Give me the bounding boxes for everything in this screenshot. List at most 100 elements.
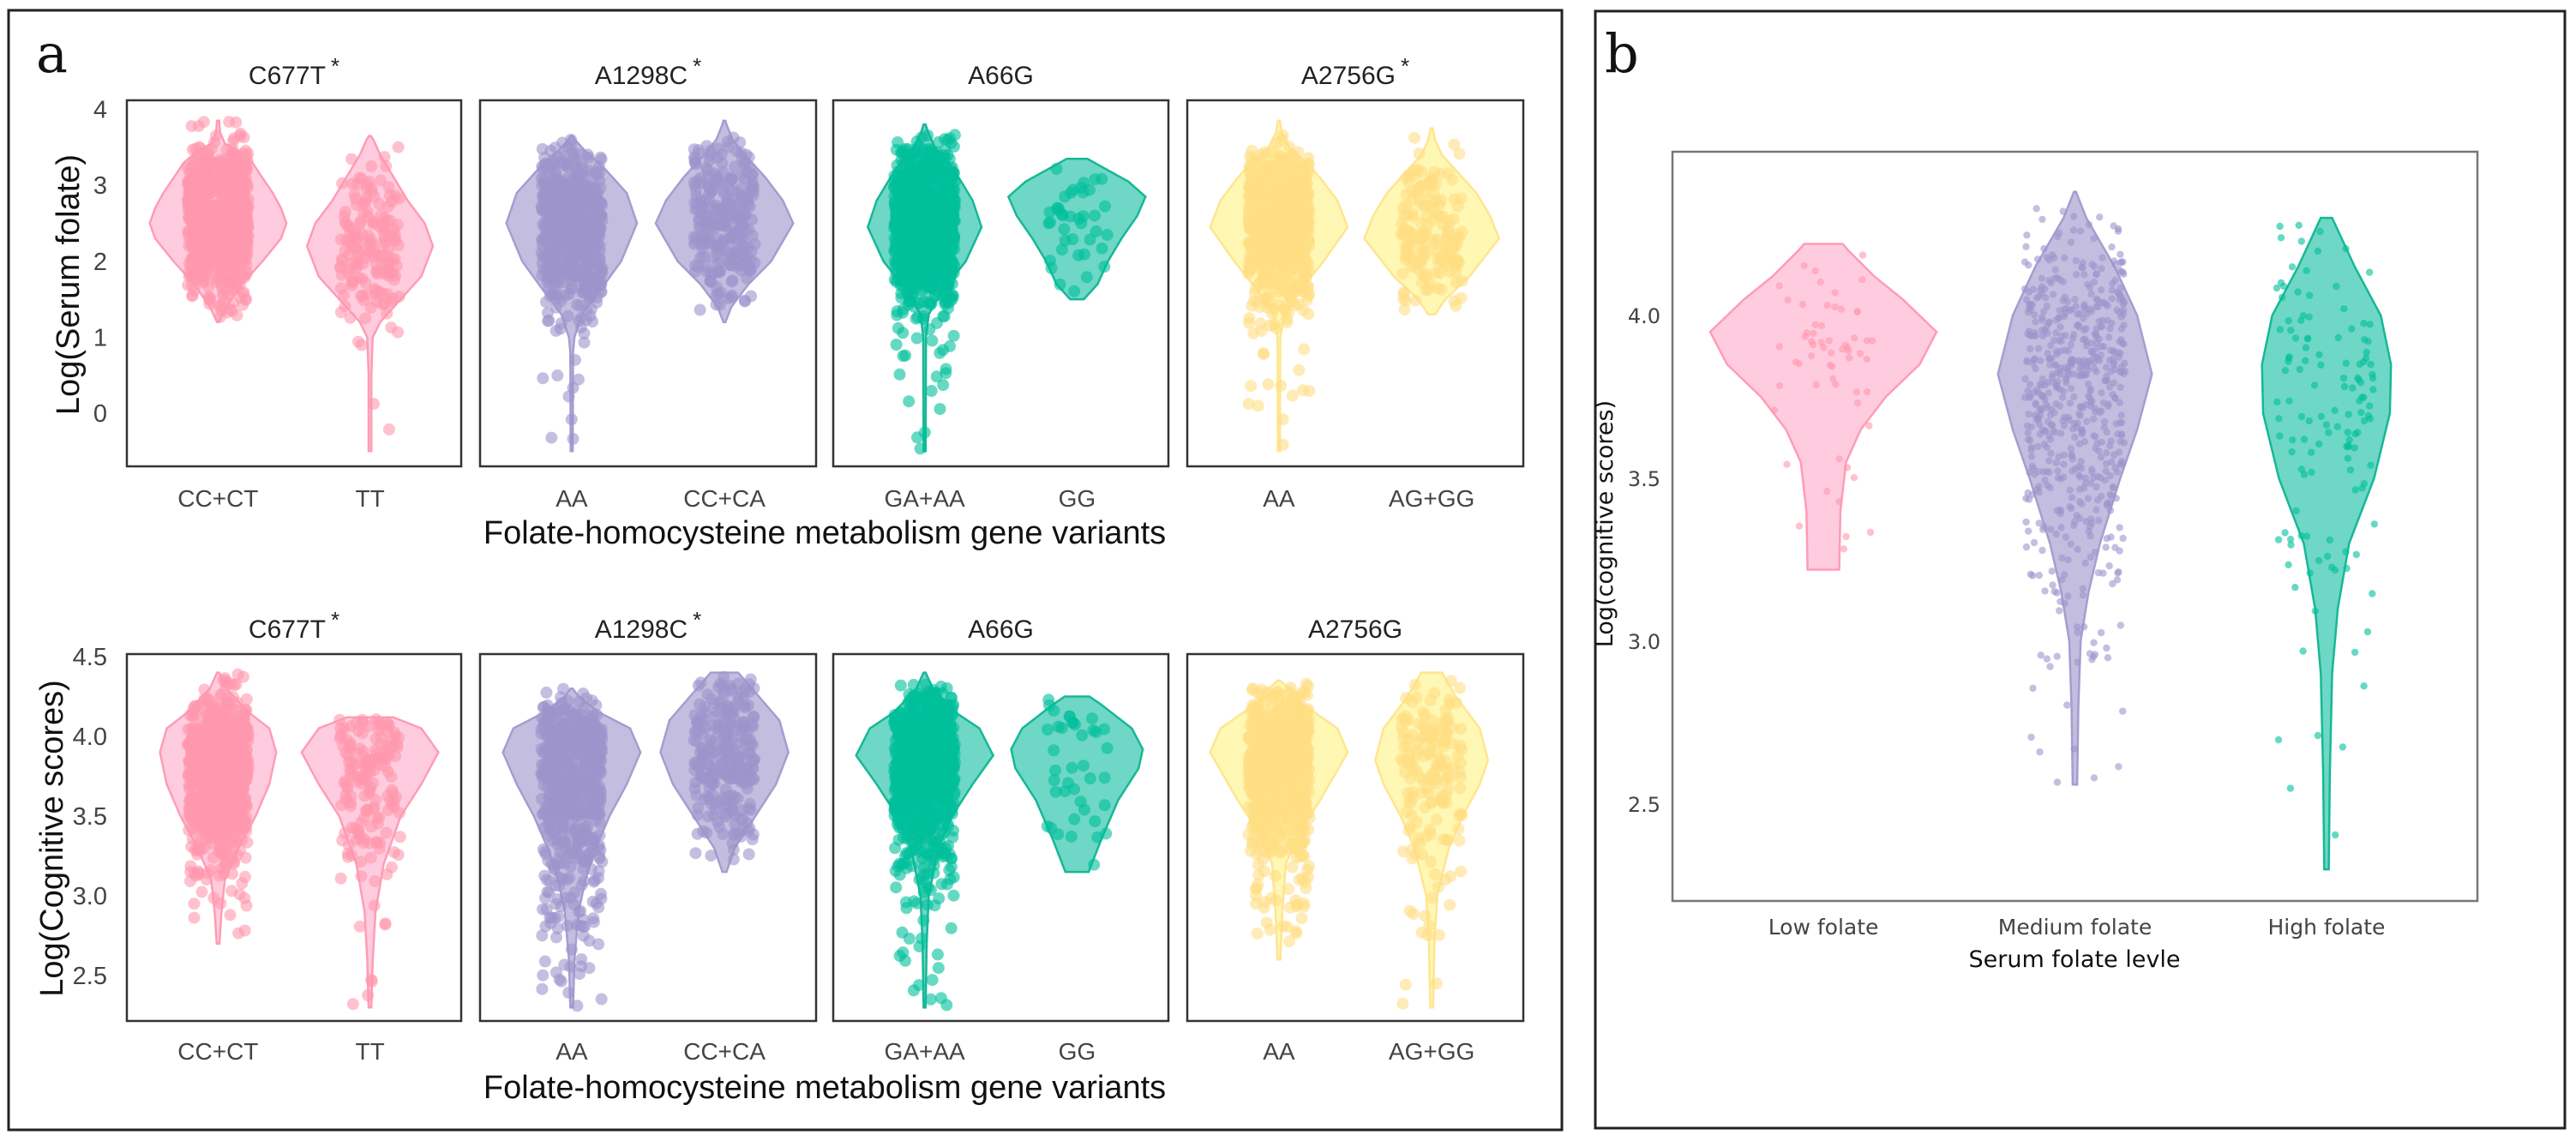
data-point bbox=[240, 821, 252, 833]
data-point bbox=[1246, 180, 1259, 193]
data-point bbox=[899, 349, 912, 362]
data-point bbox=[585, 255, 597, 267]
data-point bbox=[906, 290, 919, 303]
data-point bbox=[379, 918, 392, 931]
jitter-points bbox=[182, 116, 255, 323]
data-point bbox=[381, 739, 393, 752]
data-point bbox=[543, 314, 555, 327]
data-point bbox=[382, 423, 395, 435]
x-tick-label: CC+CT bbox=[177, 485, 258, 512]
data-point bbox=[237, 213, 250, 226]
data-point bbox=[552, 177, 565, 189]
data-point bbox=[945, 183, 958, 196]
data-point bbox=[1397, 292, 1410, 305]
data-point bbox=[1297, 204, 1310, 217]
data-point bbox=[1271, 196, 1284, 209]
significance-marker: * bbox=[1401, 53, 1409, 79]
data-point bbox=[370, 837, 383, 850]
data-point bbox=[374, 220, 387, 233]
data-point bbox=[1263, 297, 1276, 309]
data-point bbox=[1419, 185, 1432, 198]
jitter-points bbox=[1242, 129, 1316, 451]
data-point bbox=[745, 169, 758, 181]
data-point bbox=[202, 243, 215, 255]
data-point bbox=[353, 920, 366, 933]
data-point bbox=[1450, 276, 1462, 289]
data-point bbox=[345, 153, 358, 165]
y-tick-label: 1 bbox=[93, 324, 107, 351]
data-point bbox=[365, 975, 378, 988]
data-point bbox=[700, 161, 713, 174]
jitter-points bbox=[688, 131, 761, 316]
data-point bbox=[736, 153, 748, 166]
data-point bbox=[571, 164, 584, 176]
data-point bbox=[712, 142, 724, 155]
data-point bbox=[932, 177, 945, 189]
data-point bbox=[344, 236, 356, 249]
x-tick-label: CC+CA bbox=[683, 485, 766, 512]
facet-title: C677T * bbox=[249, 53, 339, 90]
data-point bbox=[710, 289, 723, 302]
data-point bbox=[232, 927, 245, 940]
data-point bbox=[188, 911, 201, 924]
data-point bbox=[1272, 298, 1285, 311]
data-point bbox=[367, 777, 380, 790]
data-point bbox=[722, 205, 734, 218]
violin-group-cc-ct bbox=[148, 116, 288, 323]
data-point bbox=[744, 263, 756, 276]
data-point bbox=[911, 431, 923, 444]
data-point bbox=[1425, 172, 1438, 185]
data-point bbox=[554, 322, 567, 335]
panel-a-label: a bbox=[36, 22, 68, 85]
data-point bbox=[940, 275, 952, 287]
data-point bbox=[207, 819, 219, 832]
data-point bbox=[239, 851, 252, 864]
data-point bbox=[381, 307, 393, 320]
data-point bbox=[226, 868, 238, 880]
data-point bbox=[344, 311, 357, 324]
data-point bbox=[336, 177, 349, 189]
facet-title-text: C677T bbox=[249, 62, 326, 90]
data-point bbox=[1293, 228, 1306, 241]
data-point bbox=[223, 799, 236, 812]
data-point bbox=[1254, 317, 1267, 330]
y-axis-title: Log(Serum folate) bbox=[51, 154, 87, 415]
data-point bbox=[1435, 283, 1448, 296]
data-point bbox=[213, 222, 225, 235]
data-point bbox=[189, 235, 202, 248]
data-point bbox=[219, 723, 231, 736]
data-point bbox=[204, 806, 217, 819]
data-point bbox=[1415, 165, 1428, 178]
data-point bbox=[1272, 285, 1285, 298]
data-point bbox=[557, 235, 570, 248]
data-point bbox=[944, 339, 956, 352]
data-point bbox=[890, 143, 903, 156]
data-point bbox=[890, 339, 903, 351]
facet-panel bbox=[125, 652, 463, 1023]
data-point bbox=[1291, 274, 1304, 287]
data-point bbox=[592, 901, 605, 914]
data-point bbox=[904, 262, 917, 275]
data-point bbox=[940, 225, 952, 237]
data-point bbox=[393, 807, 405, 820]
data-point bbox=[197, 162, 210, 175]
data-point bbox=[340, 733, 353, 746]
data-point bbox=[1288, 251, 1300, 264]
data-point bbox=[931, 235, 944, 248]
data-point bbox=[948, 194, 961, 207]
data-point bbox=[724, 231, 737, 244]
data-point bbox=[1298, 343, 1311, 356]
data-point bbox=[352, 249, 365, 262]
data-point bbox=[185, 120, 198, 133]
y-tick-label: 3 bbox=[93, 172, 107, 200]
significance-marker: * bbox=[693, 53, 701, 79]
data-point bbox=[587, 916, 600, 928]
data-point bbox=[1254, 235, 1267, 248]
data-point bbox=[1298, 251, 1311, 263]
data-point bbox=[1399, 241, 1412, 254]
violin-group-ag-gg bbox=[1363, 127, 1501, 316]
data-point bbox=[237, 710, 250, 723]
data-point bbox=[892, 321, 904, 334]
data-point bbox=[1455, 291, 1468, 304]
data-point bbox=[211, 199, 224, 212]
